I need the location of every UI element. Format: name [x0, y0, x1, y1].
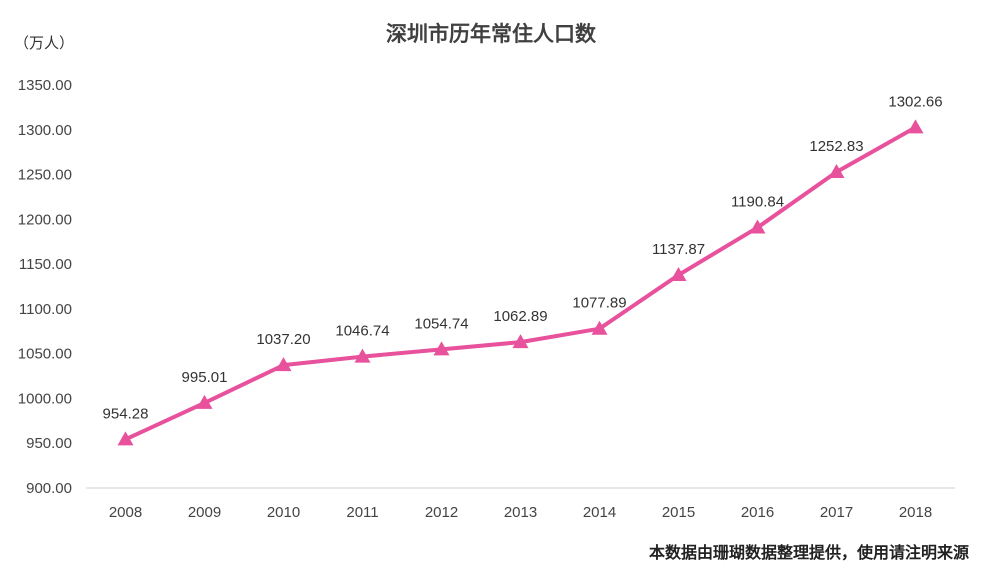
- data-label: 1037.20: [256, 331, 310, 348]
- data-label: 954.28: [103, 405, 149, 422]
- y-tick-label: 950.00: [26, 435, 72, 452]
- data-label: 1252.83: [809, 138, 863, 155]
- x-tick-label: 2010: [267, 504, 300, 521]
- data-point-marker: [196, 394, 213, 409]
- x-tick-label: 2011: [346, 504, 378, 521]
- x-tick-label: 2009: [188, 504, 221, 521]
- chart-title: 深圳市历年常住人口数: [386, 22, 597, 46]
- data-point-marker: [354, 348, 371, 363]
- source-note: 本数据由珊瑚数据整理提供，使用请注明来源: [649, 543, 969, 562]
- data-point-marker: [117, 431, 134, 446]
- x-tick-label: 2015: [662, 504, 695, 521]
- x-tick-label: 2012: [425, 504, 458, 521]
- x-tick-label: 2014: [583, 504, 616, 521]
- data-labels: 954.28 995.01 1037.20 1046.74 1054.74 1062.89…: [103, 93, 943, 422]
- data-label: 1046.74: [335, 323, 389, 340]
- data-point-marker: [828, 164, 845, 179]
- y-tick-label: 900.00: [26, 480, 72, 497]
- series-line: [124, 125, 917, 442]
- series-markers: [117, 119, 924, 446]
- y-tick-label: 1350.00: [18, 77, 72, 94]
- data-label: 1054.74: [414, 315, 468, 332]
- data-point-marker: [670, 266, 687, 281]
- y-axis-ticks: 900.00 950.00 1000.00 1050.00 1100.00 1150.00…: [18, 77, 72, 497]
- y-tick-label: 1050.00: [18, 346, 72, 363]
- y-tick-label: 1150.00: [19, 256, 72, 273]
- y-tick-label: 1250.00: [18, 167, 72, 184]
- x-tick-label: 2018: [899, 504, 932, 521]
- data-point-marker: [591, 320, 608, 335]
- data-label: 1302.66: [888, 93, 942, 110]
- x-tick-label: 2016: [741, 504, 774, 521]
- y-tick-label: 1300.00: [18, 122, 72, 139]
- data-point-marker: [275, 357, 292, 372]
- x-tick-label: 2008: [109, 504, 142, 521]
- x-tick-label: 2017: [820, 504, 853, 521]
- data-point-marker: [433, 341, 450, 356]
- data-label: 1077.89: [572, 295, 626, 312]
- data-point-marker: [512, 334, 529, 349]
- y-tick-label: 1200.00: [18, 211, 72, 228]
- data-label: 995.01: [182, 369, 228, 386]
- x-axis-ticks: 2008 2009 2010 2011 2012 2013 2014 2015 2016 2017…: [109, 504, 932, 521]
- y-unit-label: （万人）: [14, 34, 74, 52]
- x-tick-label: 2013: [504, 504, 537, 521]
- data-point-marker: [907, 119, 924, 134]
- data-point-marker: [749, 219, 766, 234]
- data-label: 1062.89: [493, 308, 547, 325]
- y-tick-label: 1000.00: [18, 390, 72, 407]
- data-label: 1137.87: [652, 241, 705, 258]
- data-label: 1190.84: [731, 194, 784, 211]
- y-tick-label: 1100.00: [19, 301, 72, 318]
